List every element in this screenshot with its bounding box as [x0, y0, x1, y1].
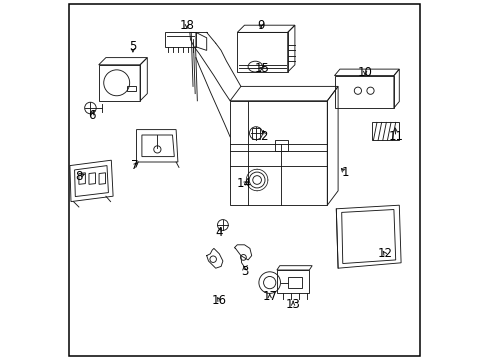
Text: 16: 16: [211, 294, 226, 307]
Text: 18: 18: [179, 19, 194, 32]
Text: 13: 13: [285, 298, 300, 311]
Text: 2: 2: [260, 130, 267, 143]
Text: 11: 11: [387, 130, 403, 143]
Text: 7: 7: [131, 159, 138, 172]
Text: 8: 8: [75, 170, 82, 183]
Text: 4: 4: [215, 226, 223, 239]
Text: 3: 3: [240, 265, 248, 278]
Text: 15: 15: [255, 62, 269, 75]
Text: 9: 9: [256, 19, 264, 32]
Text: 5: 5: [129, 40, 136, 53]
Text: 1: 1: [341, 166, 348, 179]
Text: 6: 6: [87, 109, 95, 122]
Text: 17: 17: [262, 291, 277, 303]
Text: 14: 14: [237, 177, 251, 190]
Text: 10: 10: [357, 66, 372, 78]
Text: 12: 12: [377, 247, 391, 260]
